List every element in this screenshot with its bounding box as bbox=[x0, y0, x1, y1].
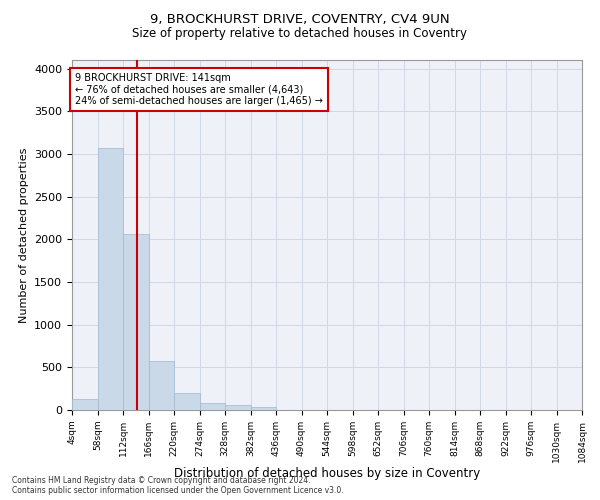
Bar bbox=[174, 393, 199, 410]
Bar bbox=[225, 406, 251, 410]
Bar bbox=[97, 148, 123, 410]
Bar bbox=[200, 402, 225, 410]
Bar bbox=[72, 399, 97, 410]
Bar bbox=[149, 362, 174, 410]
Text: Contains HM Land Registry data © Crown copyright and database right 2024.: Contains HM Land Registry data © Crown c… bbox=[12, 476, 311, 485]
Text: Contains public sector information licensed under the Open Government Licence v3: Contains public sector information licen… bbox=[12, 486, 344, 495]
Text: 9 BROCKHURST DRIVE: 141sqm
← 76% of detached houses are smaller (4,643)
24% of s: 9 BROCKHURST DRIVE: 141sqm ← 76% of deta… bbox=[75, 73, 323, 106]
Text: 9, BROCKHURST DRIVE, COVENTRY, CV4 9UN: 9, BROCKHURST DRIVE, COVENTRY, CV4 9UN bbox=[150, 12, 450, 26]
Y-axis label: Number of detached properties: Number of detached properties bbox=[19, 148, 29, 322]
Bar bbox=[123, 234, 149, 410]
X-axis label: Distribution of detached houses by size in Coventry: Distribution of detached houses by size … bbox=[174, 468, 480, 480]
Text: Size of property relative to detached houses in Coventry: Size of property relative to detached ho… bbox=[133, 28, 467, 40]
Bar bbox=[251, 406, 276, 410]
